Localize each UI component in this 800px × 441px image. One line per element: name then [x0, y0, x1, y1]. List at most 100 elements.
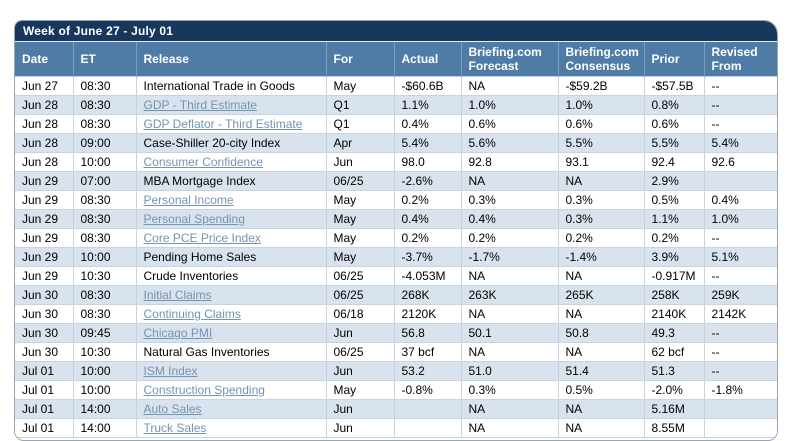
cell-for: Jun	[325, 418, 395, 438]
cell-for: 06/25	[325, 266, 395, 286]
table-row: Jun 28 08:30 GDP Deflator - Third Estimate…	[15, 114, 777, 134]
cell-prior: 8.55M	[643, 418, 705, 438]
cell-revised_from: 92.6	[703, 152, 777, 172]
table-row: Jul 01 10:00 ISM Index Jun 53.2 51.0 51.4 51.3-…	[15, 361, 777, 381]
release-link[interactable]: Continuing Claims	[143, 307, 241, 321]
cell-forecast: 1.0%	[460, 95, 559, 115]
cell-consensus: NA	[557, 171, 645, 191]
cell-release: Core PCE Price Index	[135, 228, 327, 248]
release-link[interactable]: Auto Sales	[143, 402, 202, 416]
cell-for: May	[325, 380, 395, 400]
cell-date: Jun 28	[15, 114, 74, 134]
cell-forecast: NA	[460, 342, 559, 362]
cell-consensus: 50.8	[557, 323, 645, 343]
cell-et: 10:30	[72, 342, 137, 362]
cell-revised_from: --	[703, 76, 777, 96]
cell-consensus: NA	[557, 399, 645, 419]
cell-prior: 0.8%	[643, 95, 705, 115]
cell-release: Consumer Confidence	[135, 152, 327, 172]
cell-forecast: NA	[460, 399, 559, 419]
release-link[interactable]: ISM Index	[143, 364, 198, 378]
cell-release: ISM Index	[135, 361, 327, 381]
cell-actual	[393, 399, 462, 419]
cell-date: Jun 29	[15, 209, 74, 229]
cell-actual: 56.8	[393, 323, 462, 343]
release-link[interactable]: Chicago PMI	[143, 326, 213, 340]
column-header-revised_from: Revised From	[703, 41, 777, 77]
cell-prior: 0.5%	[643, 190, 705, 210]
cell-prior: 258K	[643, 285, 705, 305]
cell-date: Jun 27	[15, 76, 74, 96]
cell-prior: 51.3	[643, 361, 705, 381]
cell-forecast: 0.3%	[460, 380, 559, 400]
cell-et: 08:30	[72, 285, 137, 305]
economic-calendar-panel: Week of June 27 - July 01 Date ET Release F…	[14, 20, 778, 441]
cell-for: May	[325, 228, 395, 248]
cell-revised_from: --	[703, 342, 777, 362]
cell-date: Jun 29	[15, 228, 74, 248]
cell-for: 06/25	[325, 342, 395, 362]
release-link[interactable]: Initial Claims	[143, 288, 212, 302]
release-link[interactable]: Consumer Confidence	[143, 155, 263, 169]
cell-revised_from: --	[703, 361, 777, 381]
economic-calendar-table: Date ET Release For Actual Briefing.com Forec…	[15, 41, 777, 438]
cell-date: Jun 28	[15, 133, 74, 153]
table-row: Jun 29 10:30 Crude Inventories 06/25 -4.053M…	[15, 266, 777, 286]
cell-revised_from: 259K	[703, 285, 777, 305]
release-link[interactable]: Truck Sales	[143, 421, 207, 435]
cell-for: Q1	[325, 95, 395, 115]
cell-consensus: 0.2%	[557, 228, 645, 248]
cell-et: 08:30	[72, 228, 137, 248]
cell-release: Pending Home Sales	[135, 247, 327, 267]
release-link[interactable]: Construction Spending	[143, 383, 265, 397]
release-link[interactable]: Core PCE Price Index	[143, 231, 261, 245]
cell-forecast: -1.7%	[460, 247, 559, 267]
cell-forecast: NA	[460, 76, 559, 96]
cell-for: May	[325, 247, 395, 267]
cell-revised_from: --	[703, 266, 777, 286]
week-title: Week of June 27 - July 01	[15, 21, 777, 41]
cell-release: Crude Inventories	[135, 266, 327, 286]
cell-prior: -$57.5B	[643, 76, 705, 96]
cell-release: Initial Claims	[135, 285, 327, 305]
cell-date: Jun 29	[15, 247, 74, 267]
cell-revised_from	[703, 399, 777, 419]
cell-forecast: 0.3%	[460, 190, 559, 210]
cell-consensus: 265K	[557, 285, 645, 305]
cell-prior: 5.5%	[643, 133, 705, 153]
cell-revised_from: --	[703, 323, 777, 343]
cell-release: Construction Spending	[135, 380, 327, 400]
cell-for: Jun	[325, 361, 395, 381]
cell-prior: 0.6%	[643, 114, 705, 134]
cell-release: GDP - Third Estimate	[135, 95, 327, 115]
cell-actual	[393, 418, 462, 438]
cell-actual: -2.6%	[393, 171, 462, 191]
release-link[interactable]: GDP Deflator - Third Estimate	[143, 117, 303, 131]
cell-prior: 0.2%	[643, 228, 705, 248]
table-row: Jun 28 10:00 Consumer Confidence Jun 98.0 92.…	[15, 152, 777, 172]
cell-date: Jun 29	[15, 171, 74, 191]
cell-consensus: 0.3%	[557, 209, 645, 229]
cell-date: Jun 28	[15, 95, 74, 115]
cell-forecast: 263K	[460, 285, 559, 305]
cell-consensus: 5.5%	[557, 133, 645, 153]
cell-revised_from: -1.8%	[703, 380, 777, 400]
table-body: Jun 27 08:30 International Trade in Goods M…	[15, 76, 777, 438]
cell-consensus: 1.0%	[557, 95, 645, 115]
cell-date: Jun 29	[15, 190, 74, 210]
cell-revised_from: 1.0%	[703, 209, 777, 229]
table-row: Jun 27 08:30 International Trade in Goods M…	[15, 76, 777, 96]
cell-actual: 53.2	[393, 361, 462, 381]
release-link[interactable]: Personal Spending	[143, 212, 245, 226]
release-link[interactable]: GDP - Third Estimate	[143, 98, 258, 112]
cell-prior: 92.4	[643, 152, 705, 172]
cell-release: Chicago PMI	[135, 323, 327, 343]
cell-date: Jun 30	[15, 323, 74, 343]
cell-et: 07:00	[72, 171, 137, 191]
cell-forecast: NA	[460, 304, 559, 324]
cell-release: Personal Spending	[135, 209, 327, 229]
table-row: Jun 30 10:30 Natural Gas Inventories 06/25 3…	[15, 342, 777, 362]
release-link[interactable]: Personal Income	[143, 193, 234, 207]
column-header-for: For	[325, 41, 394, 77]
cell-actual: 2120K	[393, 304, 462, 324]
